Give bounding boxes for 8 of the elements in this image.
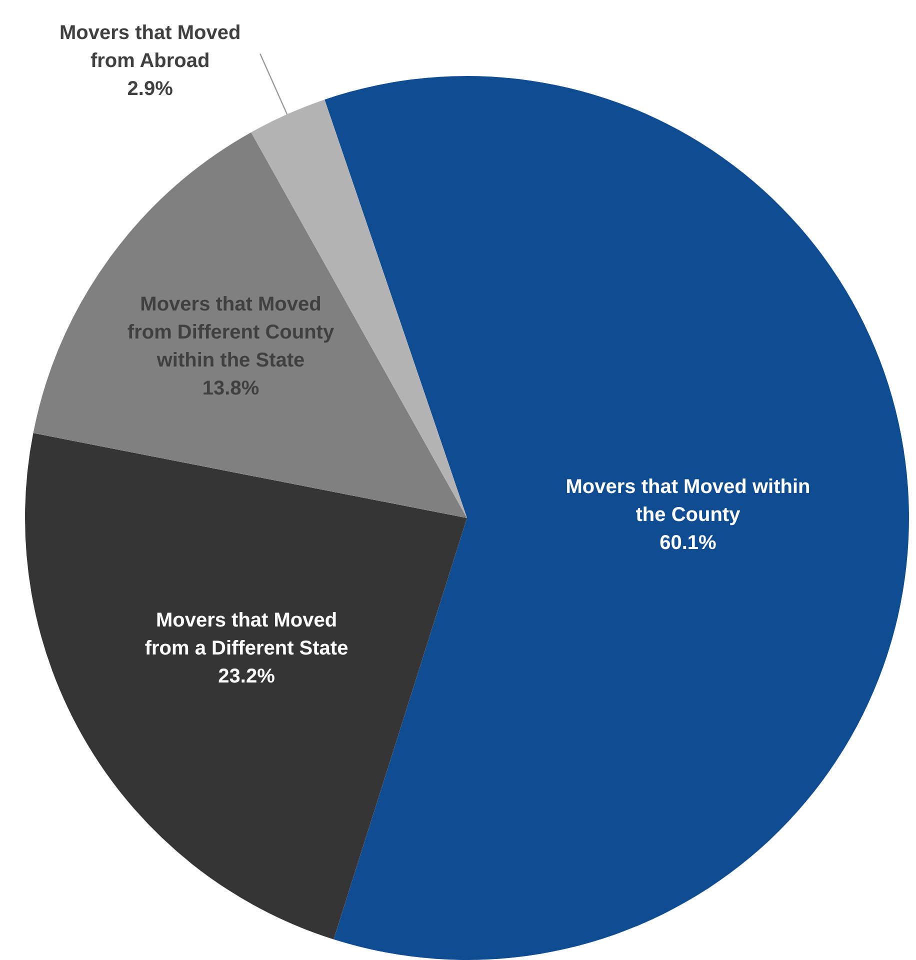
data-label: 13.8% xyxy=(202,377,260,400)
slice-label: Movers that Moved from a Different State xyxy=(144,609,348,660)
slice-label: Movers that Moved from Different County within the State xyxy=(127,293,335,372)
slice-label: Movers that Moved from Abroad xyxy=(60,22,241,72)
data-label: 2.9% xyxy=(127,78,174,100)
slice-label: Movers that Moved within the County xyxy=(566,476,810,526)
data-label: 23.2% xyxy=(218,665,276,688)
data-label: 60.1% xyxy=(660,532,717,554)
